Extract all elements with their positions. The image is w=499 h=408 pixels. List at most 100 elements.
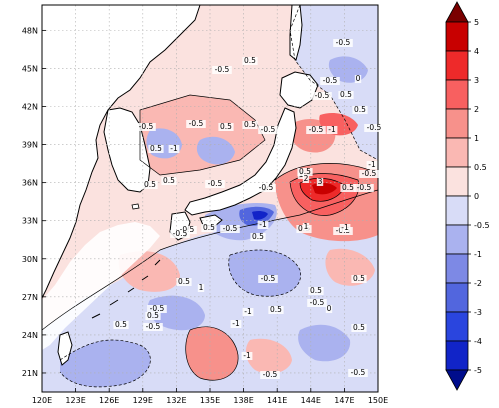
- colorbar: 5 4 3 2 1 0.5 0 -0.5 -1 -2 -3 -4 -5: [445, 1, 490, 391]
- colorbar-swatch: [445, 21, 469, 52]
- lon-label: 132E: [166, 396, 186, 405]
- lon-label: 147E: [334, 396, 354, 405]
- colorbar-label: -0.5: [474, 221, 490, 230]
- contour-label-bg: [168, 145, 180, 153]
- contour-label-bg: [333, 39, 353, 47]
- contour-label-bg: [354, 75, 362, 83]
- lat-label: 33N: [22, 217, 38, 226]
- contour-label: -0.5: [310, 298, 325, 307]
- shade-south-honshu-neg3: [252, 210, 268, 220]
- contour-label: -0.5: [367, 123, 382, 132]
- contour-label-bg: [197, 284, 205, 292]
- colorbar-swatch: [445, 137, 469, 168]
- contour-label: -1: [170, 144, 178, 153]
- contour-label-bg: [268, 306, 284, 314]
- shade-japan-sea-neg2: [196, 136, 235, 165]
- colorbar-label: 4: [474, 47, 479, 56]
- contour-label: 0.5: [270, 305, 282, 314]
- land-hokkaido: [279, 71, 319, 109]
- contour-label: 3: [318, 177, 323, 186]
- colorbar-label: -5: [474, 366, 482, 375]
- contour-label: 0.5: [310, 286, 322, 295]
- contour-label-bg: [316, 178, 324, 186]
- contour-label: -0.5: [173, 229, 188, 238]
- colorbar-label: 1: [474, 134, 479, 143]
- contour-label: 0.5: [147, 311, 159, 320]
- contour-labels: -0.50.5-0.5-0.5 00.5-0.50.5-0.5 0.5-0.5 0.5…: [113, 38, 384, 379]
- lon-label: 144E: [301, 396, 321, 405]
- contour-label-bg: [242, 57, 258, 65]
- contour-label-bg: [250, 233, 266, 241]
- contour-label-bg: [359, 170, 379, 178]
- contour-label: -0.5: [223, 224, 238, 233]
- contour-label-bg: [230, 320, 242, 328]
- contour-label: -0.5: [261, 274, 276, 283]
- contour-label: -0.5: [150, 304, 165, 313]
- contour-label-bg: [302, 223, 310, 231]
- lat-label: 21N: [22, 369, 38, 378]
- contour-kuroshio-2: [299, 177, 346, 202]
- contour-label: 0: [327, 304, 332, 313]
- lon-label: 138E: [233, 396, 253, 405]
- contour-label: -0.5: [146, 322, 161, 331]
- colorbar-swatch: [445, 195, 469, 226]
- contour-label-bg: [147, 305, 167, 313]
- colorbar-label: 0: [474, 192, 479, 201]
- contour-label-bg: [307, 299, 327, 307]
- contour-label-bg: [161, 177, 177, 185]
- contour-label-bg: [218, 123, 234, 131]
- contour-label-bg: [212, 66, 232, 74]
- land-taiwan: [57, 331, 73, 366]
- land-sakhalin: [289, 4, 303, 61]
- contour-label: -0.5: [336, 38, 351, 47]
- contour-label: -1: [328, 125, 336, 134]
- contour-label-bg: [256, 184, 276, 192]
- contour-label-bg: [351, 324, 367, 332]
- colorbar-swatch: [445, 282, 469, 313]
- land-continent: [41, 4, 201, 299]
- contour-label-bg: [242, 121, 258, 129]
- colorbar-swatch: [445, 311, 469, 342]
- contour-label: 0.5: [144, 180, 156, 189]
- contour-label-bg: [148, 145, 164, 153]
- contour-label-bg: [113, 321, 129, 329]
- contour-label: 0.5: [353, 323, 365, 332]
- contour-label: -0.5: [357, 183, 372, 192]
- contour-label: 0.5: [299, 167, 311, 176]
- contour-label: 0.5: [340, 90, 352, 99]
- contour-label-bg: [312, 92, 332, 100]
- contour-label-bg: [258, 275, 278, 283]
- lat-label: 27N: [22, 293, 38, 302]
- contour-label: 0.5: [252, 232, 264, 241]
- contour-label: 0.5: [342, 183, 354, 192]
- colorbar-swatch: [445, 224, 469, 255]
- contour-label: -1: [232, 319, 240, 328]
- colorbar-swatch: [445, 108, 469, 139]
- contour-label: -0.5: [139, 122, 154, 131]
- lon-label: 123E: [65, 396, 85, 405]
- contour-label: 0.5: [244, 120, 256, 129]
- lon-label: 135E: [200, 396, 220, 405]
- contour-label: -0.5: [315, 91, 330, 100]
- contour-label: -0.5: [215, 65, 230, 74]
- contour-kuroshio-0: [274, 163, 371, 181]
- contour-label-bg: [220, 225, 240, 233]
- contour-label: 0.5: [244, 56, 256, 65]
- lat-label: 39N: [22, 141, 38, 150]
- colorbar-label: 2: [474, 105, 479, 114]
- colorbar-swatch: [445, 50, 469, 81]
- lat-label: 45N: [22, 64, 38, 73]
- colorbar-top-arrow: [445, 1, 469, 23]
- contour-label: 0.5: [115, 320, 127, 329]
- contour-label-bg: [142, 181, 158, 189]
- contour-label: 0.5: [353, 274, 365, 283]
- colorbar-label: 5: [474, 18, 479, 27]
- contour-label: -1: [341, 223, 349, 232]
- colorbar-swatch: [445, 253, 469, 284]
- contour-label-bg: [258, 126, 278, 134]
- contour-label: -0.5: [261, 125, 276, 134]
- contour-label: -0.5: [259, 183, 274, 192]
- contour-label-bg: [352, 106, 368, 114]
- colorbar-swatch: [445, 79, 469, 110]
